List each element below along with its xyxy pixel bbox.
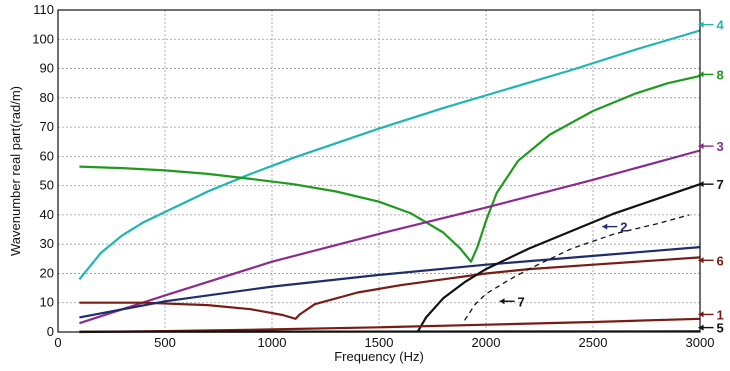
curve-annotations: 4 8 3 7 2 6 7 15 — [499, 18, 725, 336]
x-tick-label: 1500 — [365, 335, 394, 350]
curve-label-3: 3 — [698, 139, 724, 154]
curve-label-7: 7 — [698, 177, 724, 192]
curve-label-arrowhead — [698, 71, 704, 78]
curve-label-arrowhead — [698, 21, 704, 28]
y-tick-label: 40 — [40, 207, 54, 222]
curve-label-arrowhead — [698, 143, 704, 150]
series-lines — [78, 29, 701, 334]
curve-label-7: 7 — [499, 294, 525, 309]
curve-label-arrowhead — [698, 181, 704, 188]
x-tick-label: 500 — [154, 335, 176, 350]
y-tick-label: 90 — [40, 61, 54, 76]
curve-label-arrowhead — [602, 223, 608, 230]
curve-label-2: 2 — [602, 220, 627, 235]
y-tick-label: 110 — [33, 2, 54, 17]
y-tick-label: 10 — [40, 295, 54, 310]
curve-label-arrowhead — [698, 257, 704, 264]
curve-label-8: 8 — [698, 67, 724, 82]
y-tick-label: 60 — [40, 148, 54, 163]
curve-label-4: 4 — [698, 18, 725, 33]
series-line-7 — [416, 183, 701, 333]
curve-label-5: 5 — [698, 321, 724, 336]
curve-label-text: 7 — [717, 177, 724, 192]
plot-frame — [57, 9, 701, 333]
curve-label-1: 1 — [698, 307, 724, 322]
y-tick-label: 50 — [40, 178, 54, 193]
curve-label-text: 1 — [717, 307, 724, 322]
y-tick-label: 20 — [40, 265, 54, 280]
curve-label-text: 5 — [717, 321, 724, 336]
y-tick-label: 80 — [40, 90, 54, 105]
x-axis-title: Frequency (Hz) — [334, 349, 424, 364]
series-line-3 — [79, 149, 701, 325]
curve-label-arrowhead — [698, 311, 704, 318]
curve-label-text: 3 — [717, 139, 724, 154]
curve-label-text: 6 — [717, 253, 724, 268]
x-tick-label: 1000 — [258, 335, 287, 350]
series-line-6 — [79, 256, 701, 320]
y-tick-label: 70 — [40, 119, 54, 134]
tick-labels: 0 500 1000 1500 2000 2500 3000 0 10 20 30 40 50 60 70 8… — [32, 2, 714, 350]
x-tick-label: 3000 — [686, 335, 715, 350]
curve-label-text: 7 — [518, 294, 525, 309]
x-tick-label: 2000 — [472, 335, 501, 350]
x-tick-label: 0 — [54, 335, 61, 350]
series-line-2 — [79, 246, 701, 319]
curve-label-6: 6 — [698, 253, 724, 268]
curve-label-arrowhead — [698, 324, 704, 331]
curve-label-text: 4 — [717, 18, 725, 33]
curve-label-arrowhead — [499, 298, 505, 305]
y-axis-title: Wavenumber real part(rad/m) — [8, 86, 23, 256]
curve-label-text: 2 — [620, 220, 627, 235]
series-line-4 — [78, 29, 701, 280]
y-tick-label: 30 — [40, 236, 54, 251]
series-line-7 — [464, 214, 690, 321]
y-tick-label: 100 — [32, 31, 54, 46]
y-tick-label: 0 — [47, 324, 54, 339]
x-tick-label: 2500 — [579, 335, 608, 350]
series-line-8 — [79, 74, 701, 263]
curve-label-text: 8 — [717, 67, 724, 82]
